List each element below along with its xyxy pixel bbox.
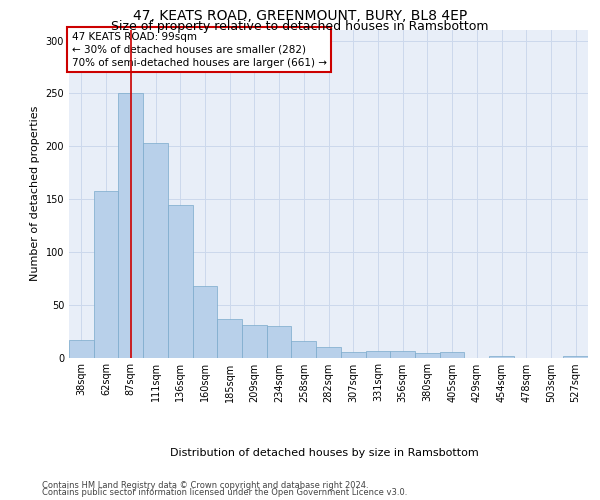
Bar <box>563 356 588 358</box>
Bar <box>94 190 118 358</box>
Text: Contains public sector information licensed under the Open Government Licence v3: Contains public sector information licen… <box>42 488 407 497</box>
Bar <box>390 351 415 358</box>
Text: Distribution of detached houses by size in Ramsbottom: Distribution of detached houses by size … <box>170 448 478 458</box>
Bar <box>440 352 464 358</box>
Bar <box>341 352 365 358</box>
Text: Contains HM Land Registry data © Crown copyright and database right 2024.: Contains HM Land Registry data © Crown c… <box>42 481 368 490</box>
Bar <box>489 356 514 358</box>
Bar <box>143 143 168 358</box>
Text: 47 KEATS ROAD: 99sqm
← 30% of detached houses are smaller (282)
70% of semi-deta: 47 KEATS ROAD: 99sqm ← 30% of detached h… <box>71 32 326 68</box>
Bar <box>415 354 440 358</box>
Text: 47, KEATS ROAD, GREENMOUNT, BURY, BL8 4EP: 47, KEATS ROAD, GREENMOUNT, BURY, BL8 4E… <box>133 9 467 23</box>
Bar <box>193 286 217 358</box>
Text: Size of property relative to detached houses in Ramsbottom: Size of property relative to detached ho… <box>111 20 489 33</box>
Bar <box>267 326 292 358</box>
Bar <box>316 347 341 358</box>
Bar <box>365 351 390 358</box>
Bar <box>217 320 242 358</box>
Bar <box>168 206 193 358</box>
Bar <box>118 94 143 358</box>
Bar <box>292 340 316 357</box>
Bar <box>242 325 267 358</box>
Bar <box>69 340 94 357</box>
Y-axis label: Number of detached properties: Number of detached properties <box>30 106 40 282</box>
